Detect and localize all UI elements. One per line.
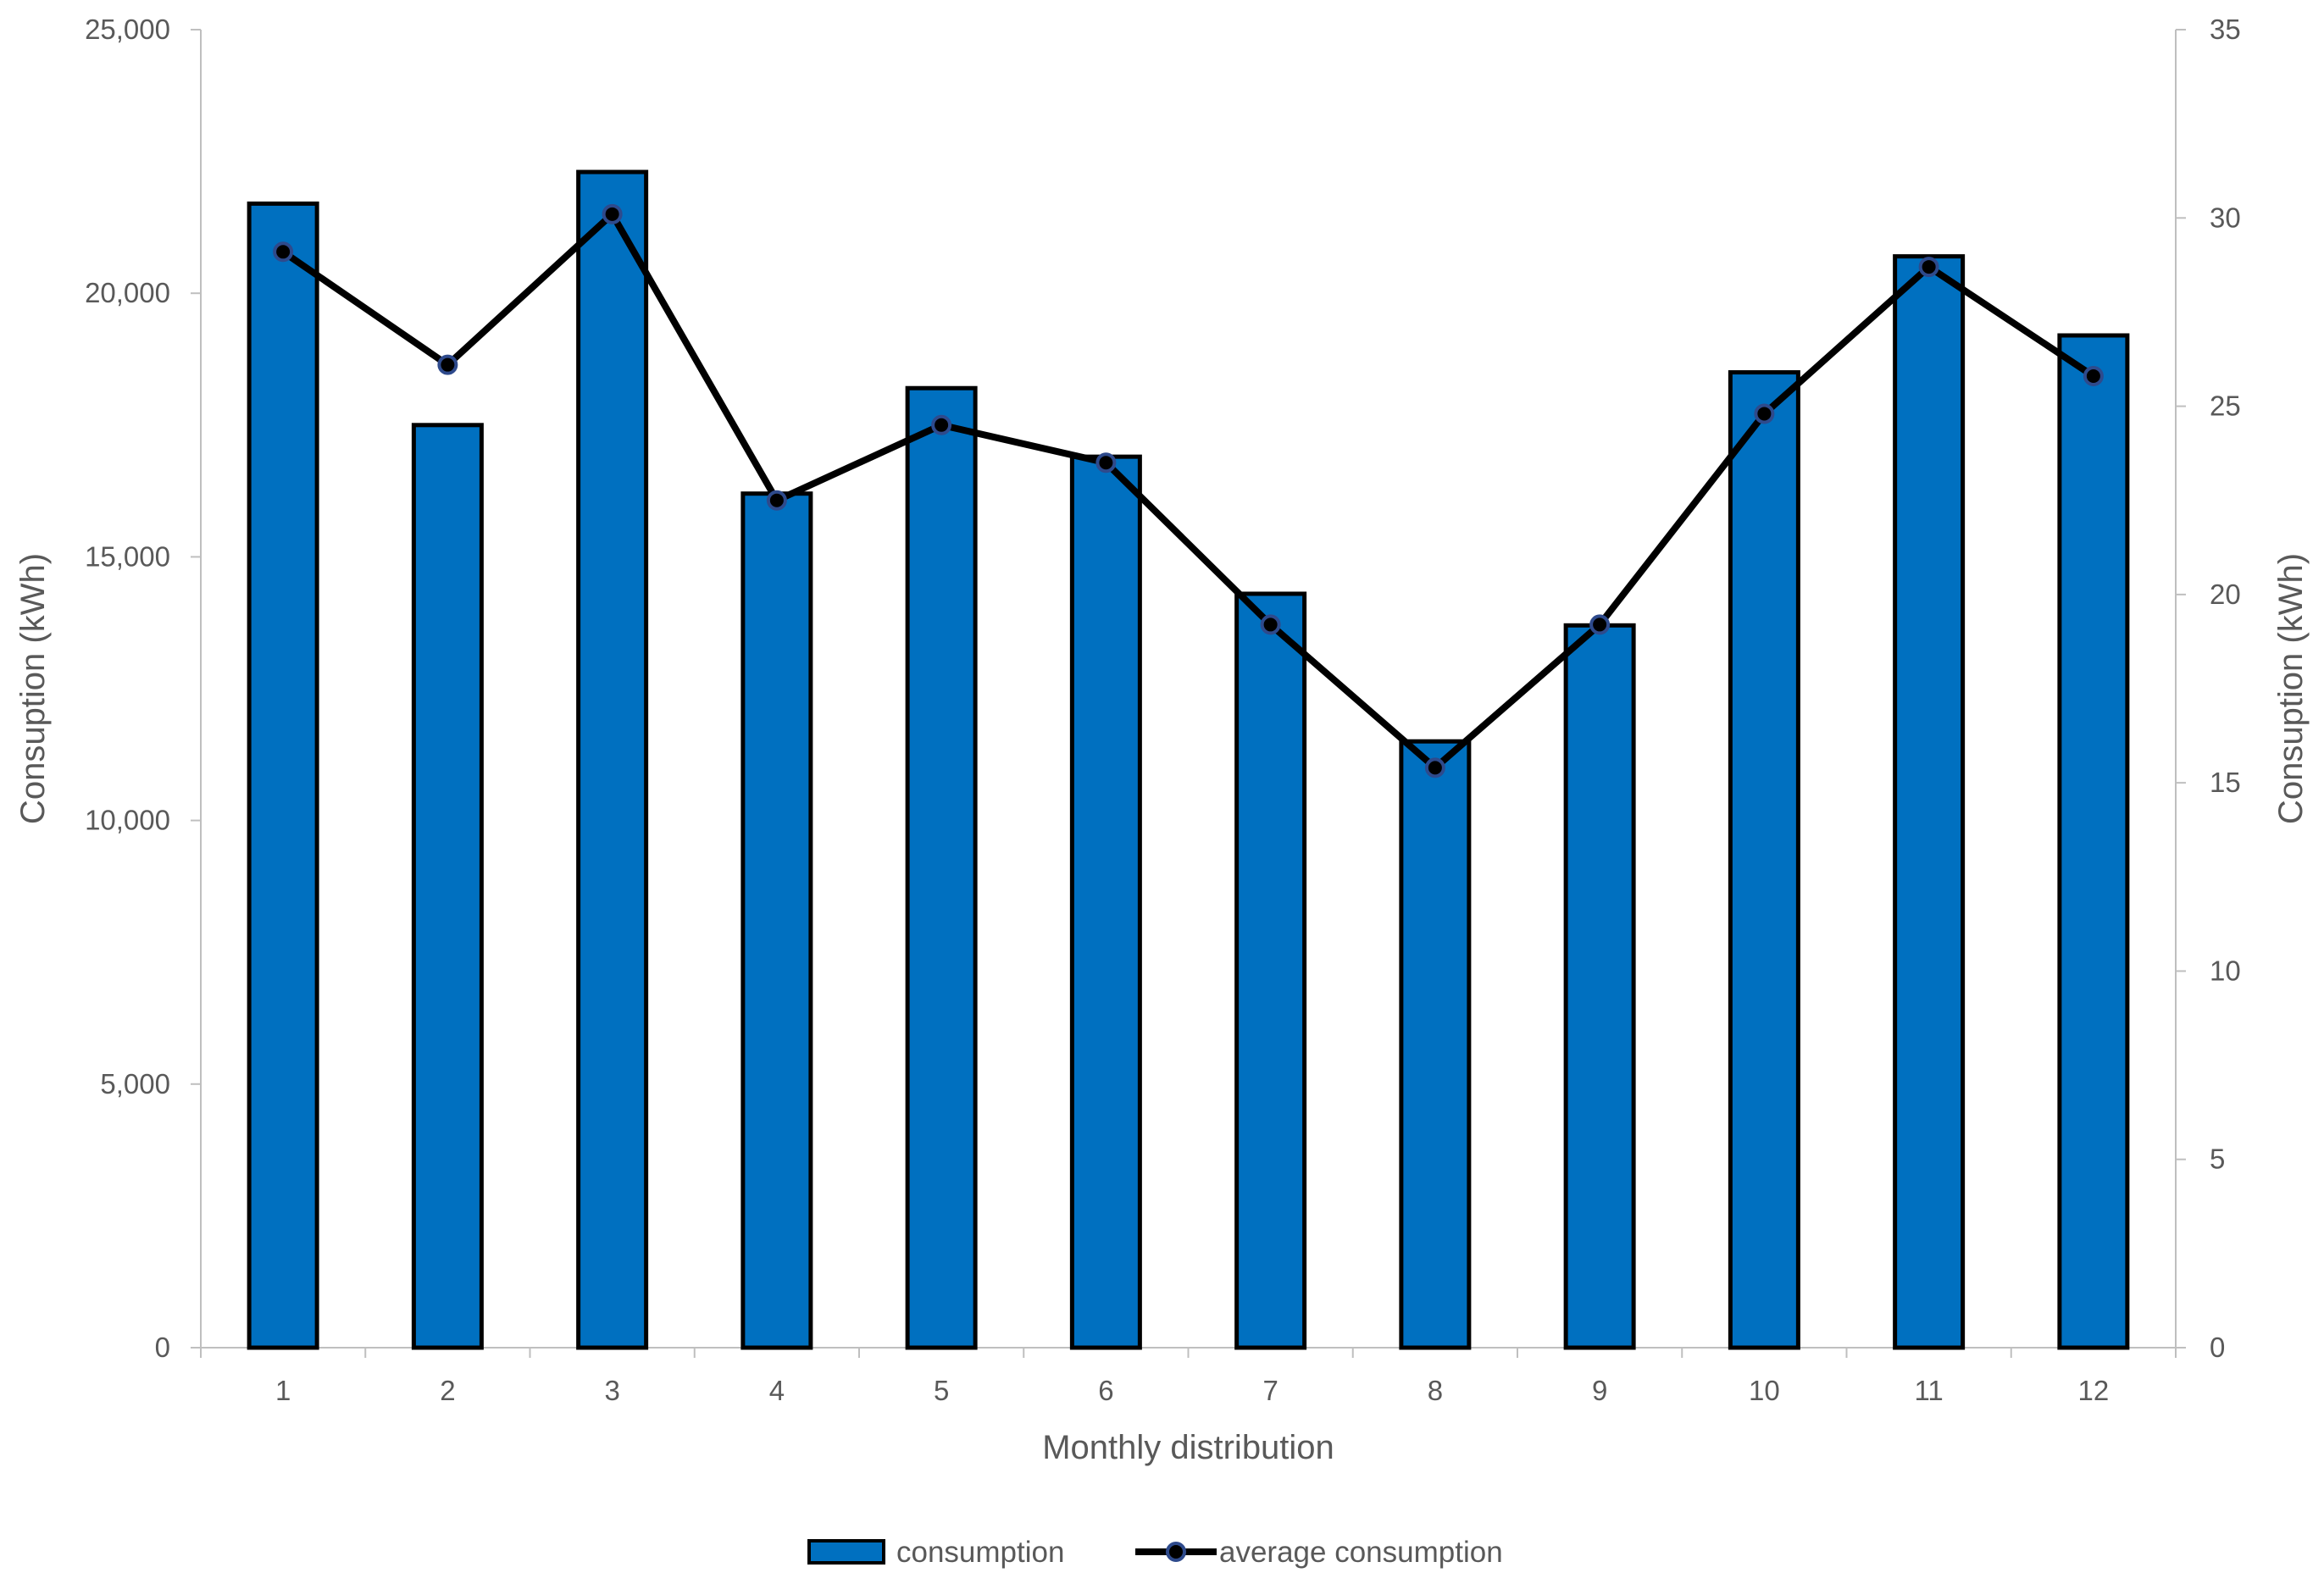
right-y-tick-label: 5 [2210, 1144, 2225, 1175]
left-y-tick-label: 15,000 [85, 540, 170, 572]
bar-consumption-2 [411, 423, 484, 1350]
average-consumption-point-10 [1754, 403, 1775, 424]
x-tick-label: 11 [1914, 1375, 1943, 1406]
line-series [273, 203, 2104, 778]
average-consumption-point-2 [437, 354, 458, 375]
average-consumption-line [280, 210, 2096, 772]
right-y-ticks: 0 5 10 15 20 25 30 35 [2176, 14, 2241, 1363]
x-ticks: 1 2 3 4 5 6 7 8 9 10 11 12 [200, 1348, 2177, 1406]
left-y-tick-label: 0 [155, 1332, 170, 1363]
right-y-tick-label: 30 [2210, 202, 2241, 233]
left-y-ticks: 0 5,000 10,000 15,000 20,000 25,000 [85, 14, 201, 1363]
average-consumption-point-7 [1260, 614, 1281, 635]
average-consumption-point-6 [1095, 452, 1117, 474]
legend-consumption-swatch [807, 1539, 885, 1565]
x-tick-label: 8 [1428, 1375, 1443, 1406]
bar-consumption-6 [1069, 454, 1142, 1350]
bar-consumption-4 [740, 491, 813, 1350]
left-y-axis-title: Consuption (kWh) [14, 553, 52, 824]
bar-consumption-9 [1563, 623, 1636, 1350]
average-consumption-point-1 [273, 241, 294, 263]
right-y-tick-label: 10 [2210, 955, 2241, 986]
bar-consumption-7 [1234, 591, 1307, 1350]
x-tick-label: 10 [1749, 1375, 1780, 1406]
legend: consumption average consumption [807, 1536, 1503, 1569]
bar-consumption-10 [1728, 370, 1800, 1350]
x-tick-label: 12 [2078, 1375, 2110, 1406]
average-consumption-point-5 [931, 414, 952, 435]
x-tick-label: 1 [275, 1375, 291, 1406]
legend-average-marker [1166, 1542, 1186, 1562]
x-tick-label: 9 [1592, 1375, 1607, 1406]
x-tick-label: 3 [604, 1375, 619, 1406]
left-y-tick-label: 25,000 [85, 14, 170, 45]
legend-average-consumption-label: average consumption [1219, 1536, 1503, 1569]
right-y-tick-label: 25 [2210, 390, 2241, 422]
left-y-tick-label: 5,000 [100, 1068, 170, 1099]
bar-consumption-5 [905, 385, 978, 1350]
average-consumption-point-11 [1918, 257, 1939, 278]
legend-consumption-label: consumption [896, 1536, 1064, 1569]
x-axis-title: Monthly distribution [1042, 1429, 1334, 1466]
x-tick-label: 6 [1098, 1375, 1113, 1406]
left-y-tick-label: 10,000 [85, 805, 170, 836]
left-y-tick-label: 20,000 [85, 277, 170, 308]
bar-consumption-1 [247, 201, 319, 1350]
x-tick-label: 7 [1262, 1375, 1278, 1406]
right-y-tick-label: 20 [2210, 579, 2241, 610]
average-consumption-point-3 [602, 203, 623, 224]
average-consumption-point-4 [766, 490, 787, 511]
x-tick-label: 2 [440, 1375, 455, 1406]
average-consumption-point-12 [2083, 366, 2104, 387]
bar-consumption-3 [576, 169, 649, 1350]
x-tick-label: 5 [934, 1375, 949, 1406]
bar-consumption-8 [1399, 739, 1472, 1350]
axes [200, 30, 2177, 1349]
average-consumption-point-8 [1424, 757, 1445, 778]
right-y-tick-label: 0 [2210, 1332, 2225, 1363]
average-consumption-point-9 [1589, 614, 1611, 635]
right-y-tick-label: 35 [2210, 14, 2241, 45]
bar-consumption-11 [1893, 254, 1966, 1350]
right-y-tick-label: 15 [2210, 767, 2241, 798]
bar-consumption-12 [2057, 333, 2130, 1350]
bar-series [247, 169, 2130, 1350]
x-tick-label: 4 [769, 1375, 785, 1406]
right-y-axis-title: Consuption (kWh) [2272, 553, 2310, 824]
